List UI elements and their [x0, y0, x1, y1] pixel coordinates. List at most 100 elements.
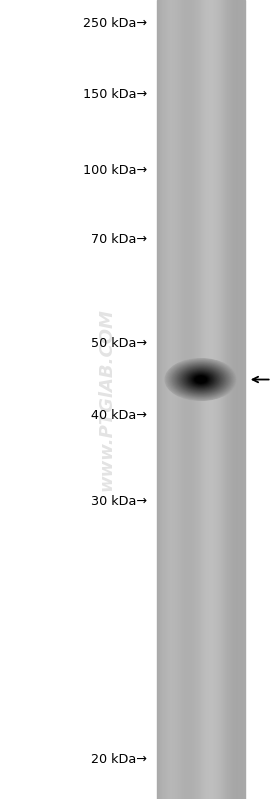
- Bar: [180, 0, 181, 799]
- Bar: [231, 0, 232, 799]
- Ellipse shape: [174, 364, 227, 395]
- Text: 20 kDa→: 20 kDa→: [91, 753, 147, 765]
- Ellipse shape: [166, 360, 236, 400]
- Bar: [226, 0, 227, 799]
- Ellipse shape: [194, 376, 208, 384]
- Ellipse shape: [186, 371, 215, 388]
- Ellipse shape: [185, 370, 217, 389]
- Bar: [221, 0, 222, 799]
- Bar: [233, 0, 234, 799]
- Bar: [160, 0, 161, 799]
- Bar: [166, 0, 167, 799]
- Bar: [167, 0, 168, 799]
- Text: 30 kDa→: 30 kDa→: [91, 495, 147, 508]
- Bar: [241, 0, 242, 799]
- Bar: [235, 0, 236, 799]
- Bar: [232, 0, 233, 799]
- Ellipse shape: [191, 374, 211, 385]
- Ellipse shape: [192, 374, 210, 385]
- Ellipse shape: [179, 367, 223, 392]
- Bar: [220, 0, 221, 799]
- Bar: [200, 0, 201, 799]
- Ellipse shape: [167, 360, 234, 399]
- Ellipse shape: [176, 365, 226, 394]
- Text: 40 kDa→: 40 kDa→: [91, 409, 147, 422]
- Bar: [228, 0, 230, 799]
- Ellipse shape: [184, 370, 218, 389]
- Bar: [213, 0, 214, 799]
- Ellipse shape: [174, 364, 228, 396]
- Bar: [188, 0, 189, 799]
- Bar: [195, 0, 197, 799]
- Ellipse shape: [173, 364, 229, 396]
- Ellipse shape: [177, 365, 225, 394]
- Ellipse shape: [195, 376, 207, 383]
- Text: www.PTGlAB.COM: www.PTGlAB.COM: [97, 308, 115, 491]
- Bar: [243, 0, 244, 799]
- Ellipse shape: [172, 363, 230, 396]
- Bar: [197, 0, 198, 799]
- Bar: [237, 0, 238, 799]
- Bar: [206, 0, 207, 799]
- Bar: [207, 0, 209, 799]
- Bar: [222, 0, 223, 799]
- Ellipse shape: [193, 375, 209, 384]
- Bar: [209, 0, 210, 799]
- Ellipse shape: [183, 369, 219, 390]
- Bar: [215, 0, 216, 799]
- Ellipse shape: [190, 373, 212, 386]
- Bar: [242, 0, 243, 799]
- Bar: [189, 0, 190, 799]
- Bar: [203, 0, 204, 799]
- Bar: [234, 0, 235, 799]
- Text: 250 kDa→: 250 kDa→: [83, 18, 147, 30]
- Bar: [164, 0, 165, 799]
- Bar: [194, 0, 195, 799]
- Bar: [183, 0, 184, 799]
- Bar: [169, 0, 170, 799]
- Ellipse shape: [182, 368, 220, 391]
- Bar: [199, 0, 200, 799]
- Bar: [202, 0, 203, 799]
- Bar: [223, 0, 224, 799]
- Text: 100 kDa→: 100 kDa→: [83, 164, 147, 177]
- Ellipse shape: [177, 366, 225, 393]
- Bar: [157, 0, 158, 799]
- Bar: [176, 0, 177, 799]
- Ellipse shape: [171, 362, 230, 397]
- Bar: [172, 0, 173, 799]
- Bar: [162, 0, 164, 799]
- Ellipse shape: [193, 375, 209, 384]
- Bar: [238, 0, 239, 799]
- Bar: [198, 0, 199, 799]
- Bar: [192, 0, 193, 799]
- Ellipse shape: [178, 366, 224, 393]
- Bar: [177, 0, 178, 799]
- Ellipse shape: [179, 367, 222, 392]
- Bar: [159, 0, 160, 799]
- Bar: [230, 0, 231, 799]
- Bar: [214, 0, 215, 799]
- Bar: [227, 0, 228, 799]
- Bar: [211, 0, 212, 799]
- Bar: [168, 0, 169, 799]
- Bar: [216, 0, 218, 799]
- Bar: [204, 0, 205, 799]
- Bar: [179, 0, 180, 799]
- Ellipse shape: [168, 360, 234, 399]
- Bar: [191, 0, 192, 799]
- Ellipse shape: [181, 368, 221, 391]
- Bar: [171, 0, 172, 799]
- Ellipse shape: [170, 361, 232, 398]
- Bar: [218, 0, 220, 799]
- Bar: [178, 0, 179, 799]
- Bar: [239, 0, 241, 799]
- Bar: [161, 0, 162, 799]
- Bar: [185, 0, 186, 799]
- Bar: [225, 0, 226, 799]
- Ellipse shape: [186, 371, 216, 388]
- Bar: [224, 0, 225, 799]
- Text: 150 kDa→: 150 kDa→: [83, 88, 147, 101]
- Bar: [181, 0, 182, 799]
- Text: 50 kDa→: 50 kDa→: [91, 337, 147, 350]
